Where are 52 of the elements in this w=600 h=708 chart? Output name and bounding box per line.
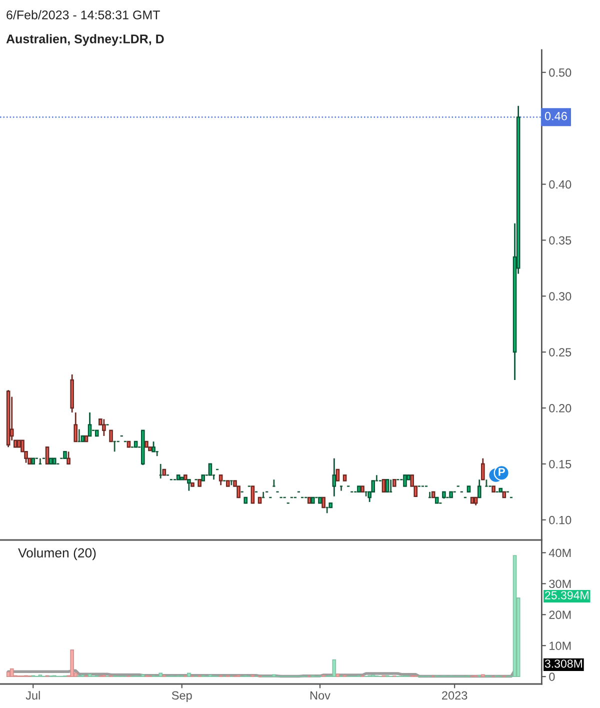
y-tick-label: 10M bbox=[550, 642, 571, 650]
text: 3.308M bbox=[544, 660, 582, 668]
bar bbox=[187, 672, 191, 677]
text: Volumen (20) bbox=[18, 548, 96, 560]
text: 25.394M bbox=[545, 591, 588, 600]
bar bbox=[10, 668, 14, 677]
y-tick-label: 30M bbox=[549, 580, 571, 588]
x-tick-label: 2023 bbox=[442, 691, 468, 700]
candlestick bbox=[403, 474, 407, 487]
y-tick-label: 0.50 bbox=[549, 68, 572, 77]
y-tick-label: 40M bbox=[548, 548, 571, 558]
candlestick bbox=[218, 474, 223, 486]
text: 6/Feb/2023 - 14:58:31 GMT bbox=[6, 10, 160, 20]
candlestick bbox=[45, 446, 50, 465]
candlestick bbox=[322, 496, 326, 508]
y-tick-label: 0.40 bbox=[549, 180, 572, 189]
candlestick bbox=[88, 412, 92, 437]
bar bbox=[512, 555, 517, 677]
annotation: P bbox=[498, 468, 505, 476]
bar bbox=[336, 674, 340, 677]
y-tick-label: 0 bbox=[549, 672, 555, 681]
candlestick bbox=[332, 458, 336, 498]
candlestick bbox=[152, 440, 156, 452]
candlestick bbox=[187, 478, 191, 492]
candlestick bbox=[382, 478, 386, 493]
candlestick bbox=[385, 478, 390, 493]
y-tick-label: 0.10 bbox=[549, 516, 572, 524]
bar bbox=[6, 672, 10, 677]
candlestick bbox=[477, 478, 482, 498]
y-tick-label: 0.25 bbox=[549, 348, 572, 356]
x-tick-label: Jul bbox=[26, 690, 40, 700]
chart-title: Australien, Sydney:LDR, D bbox=[6, 34, 164, 46]
y-tick-label: 0.35 bbox=[549, 236, 572, 245]
candlestick bbox=[250, 486, 255, 504]
bar bbox=[158, 672, 163, 677]
ref-line-label: 0.46 bbox=[544, 112, 567, 120]
y-tick-label: 0.15 bbox=[549, 460, 572, 468]
x-tick-label: Nov bbox=[310, 691, 330, 700]
candlestick bbox=[109, 430, 113, 442]
y-tick-label: 0.20 bbox=[549, 404, 572, 412]
candlestick bbox=[74, 412, 78, 442]
y-tick-label: 20M bbox=[549, 610, 571, 620]
x-tick-label: Sep bbox=[172, 691, 192, 702]
bar bbox=[88, 674, 92, 677]
candlestick bbox=[481, 458, 485, 480]
bar bbox=[332, 659, 336, 677]
candlestick bbox=[336, 468, 340, 482]
y-tick-label: 0.30 bbox=[549, 292, 572, 301]
bar bbox=[70, 650, 74, 677]
candlestick bbox=[102, 418, 106, 437]
candlestick bbox=[66, 450, 70, 465]
candlestick bbox=[208, 463, 212, 476]
